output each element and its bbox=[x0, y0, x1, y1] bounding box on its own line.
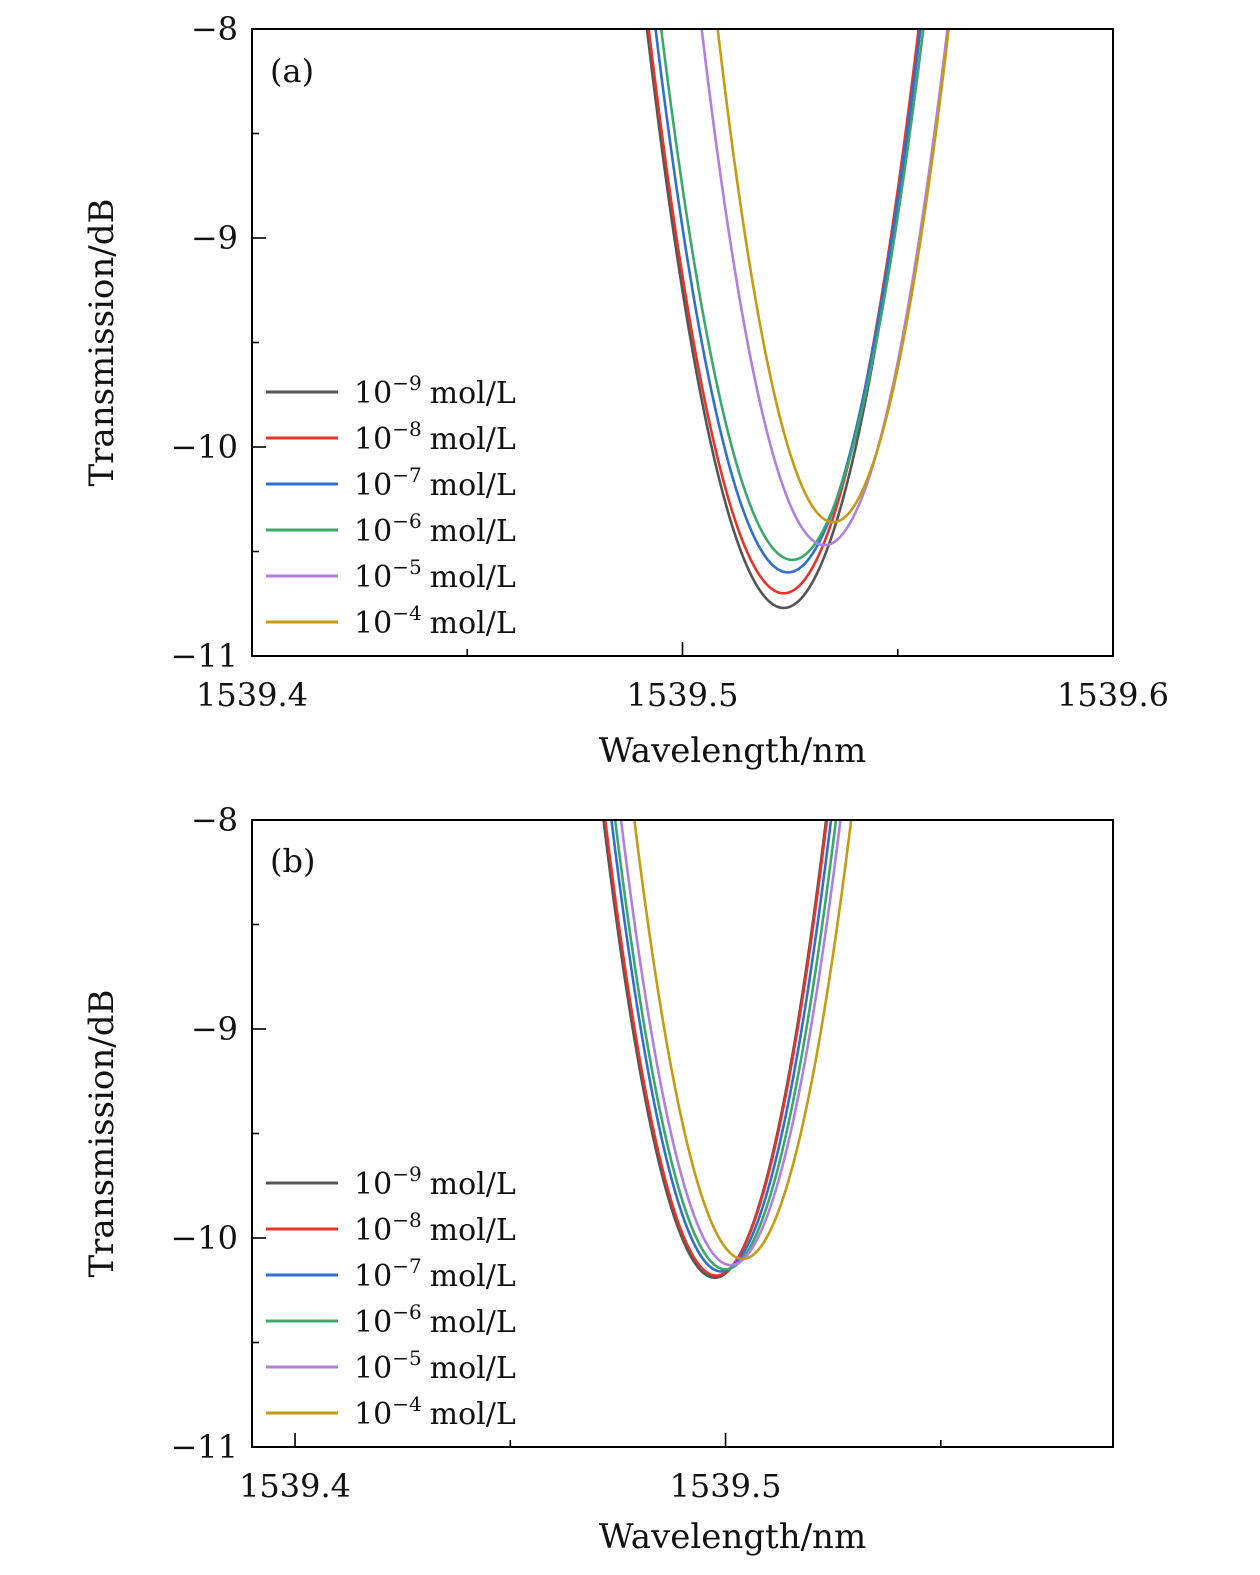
x-tick-label: 1539.5 bbox=[627, 676, 739, 714]
series-line-5 bbox=[633, 820, 853, 1261]
series-line-0 bbox=[645, 29, 922, 610]
series-line-4 bbox=[619, 820, 842, 1267]
legend-entry-2: 10−7 mol/L bbox=[354, 463, 516, 503]
x-axis-label: Wavelength/nm bbox=[599, 731, 866, 771]
y-axis-label: Transmission/dB bbox=[82, 198, 122, 486]
series-line-1 bbox=[603, 820, 829, 1277]
legend-entry-2: 10−7 mol/L bbox=[354, 1254, 516, 1294]
legend-entry-1: 10−8 mol/L bbox=[354, 417, 516, 457]
x-tick-label: 1539.5 bbox=[670, 1467, 782, 1505]
y-tick-label: −10 bbox=[170, 428, 238, 466]
x-axis-label: Wavelength/nm bbox=[599, 1517, 866, 1557]
series-line-1 bbox=[647, 29, 920, 595]
series-line-3 bbox=[659, 29, 925, 562]
y-tick-label: −9 bbox=[191, 1010, 238, 1048]
legend-entry-3: 10−6 mol/L bbox=[354, 509, 516, 549]
y-tick-label: −9 bbox=[191, 219, 238, 257]
panel-label: (a) bbox=[270, 52, 314, 90]
series-line-2 bbox=[654, 29, 922, 574]
legend-entry-0: 10−9 mol/L bbox=[354, 1162, 516, 1202]
legend-entry-4: 10−5 mol/L bbox=[354, 555, 516, 595]
legend-entry-5: 10−4 mol/L bbox=[354, 601, 516, 641]
legend-entry-4: 10−5 mol/L bbox=[354, 1346, 516, 1386]
panel-label: (b) bbox=[270, 842, 315, 880]
y-tick-label: −11 bbox=[170, 637, 238, 675]
x-tick-label: 1539.6 bbox=[1057, 676, 1169, 714]
y-axis-label: Transmission/dB bbox=[82, 989, 122, 1277]
y-tick-label: −10 bbox=[170, 1219, 238, 1257]
series-line-3 bbox=[613, 820, 838, 1271]
series-line-2 bbox=[610, 820, 833, 1273]
legend: 10−9 mol/L 10−8 mol/L 10−7 mol/L 10−6 mol/L 10−5… bbox=[266, 1162, 516, 1432]
legend-entry-0: 10−9 mol/L bbox=[354, 371, 516, 411]
series-line-0 bbox=[602, 820, 828, 1280]
x-tick-label: 1539.4 bbox=[239, 1467, 351, 1505]
legend-entry-5: 10−4 mol/L bbox=[354, 1392, 516, 1432]
series-lines bbox=[602, 820, 853, 1280]
y-tick-label: −11 bbox=[170, 1428, 238, 1466]
y-tick-label: −8 bbox=[191, 10, 238, 48]
y-tick-label: −8 bbox=[191, 801, 238, 839]
series-lines bbox=[645, 29, 950, 610]
legend: 10−9 mol/L 10−8 mol/L 10−7 mol/L 10−6 mol/L 10−5… bbox=[266, 371, 516, 641]
legend-entry-3: 10−6 mol/L bbox=[354, 1300, 516, 1340]
legend-entry-1: 10−8 mol/L bbox=[354, 1208, 516, 1248]
x-tick-label: 1539.4 bbox=[196, 676, 308, 714]
